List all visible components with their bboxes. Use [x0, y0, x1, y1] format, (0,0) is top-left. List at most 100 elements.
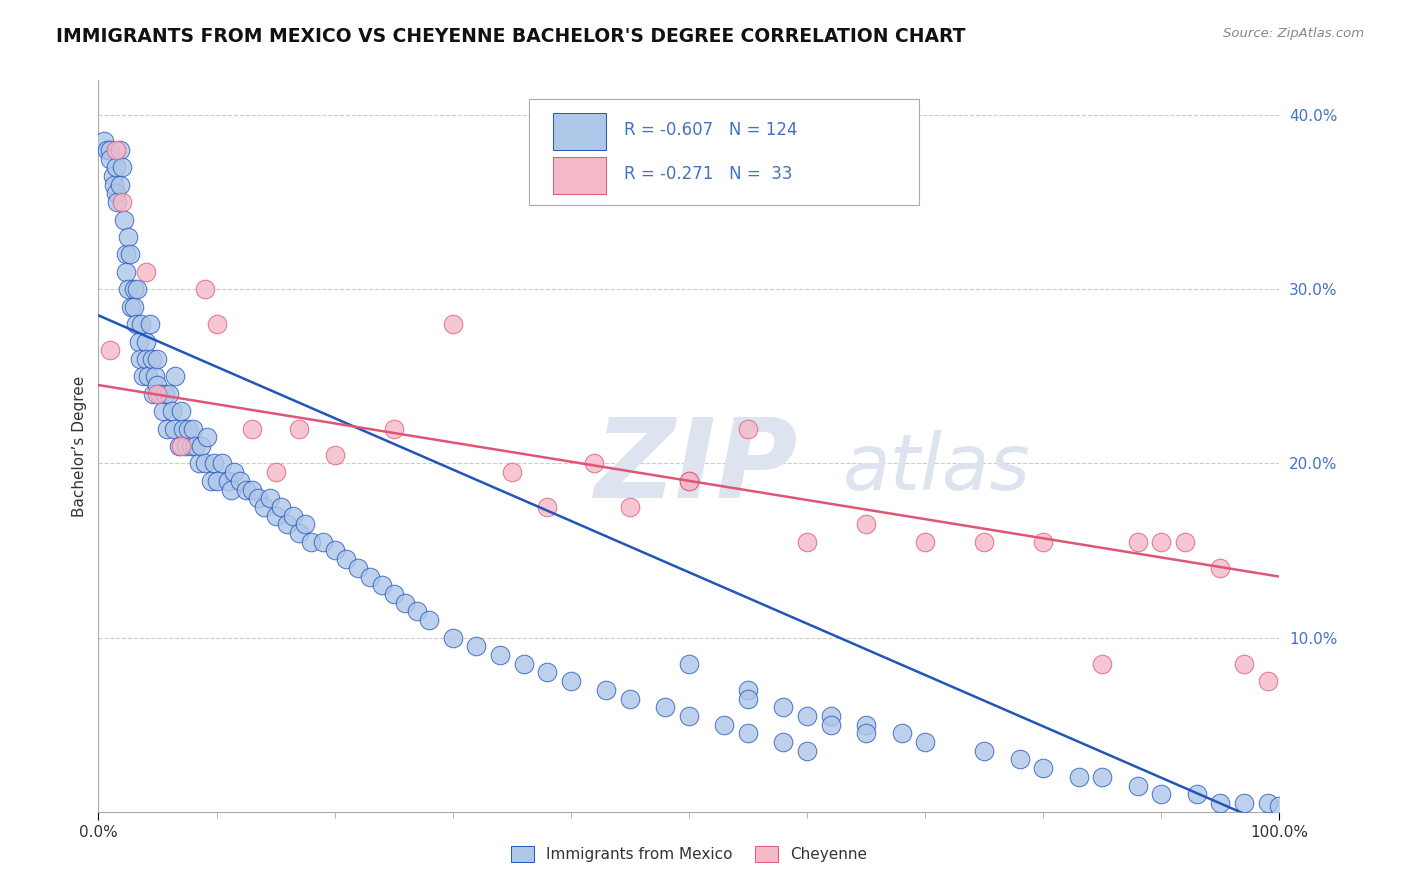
Point	[117, 230, 139, 244]
Point	[264, 465, 287, 479]
Point	[347, 561, 370, 575]
Point	[1150, 787, 1173, 801]
Point	[135, 351, 157, 366]
Point	[294, 517, 316, 532]
Point	[205, 474, 228, 488]
Point	[142, 386, 165, 401]
Point	[105, 143, 128, 157]
Point	[359, 569, 381, 583]
Point	[105, 186, 128, 201]
Bar	[553, 113, 606, 150]
Point	[127, 282, 149, 296]
Point	[820, 717, 842, 731]
Point	[1209, 561, 1232, 575]
Point	[160, 404, 183, 418]
Point	[128, 334, 150, 349]
Point	[1091, 657, 1114, 671]
Point	[96, 143, 118, 157]
Point	[217, 474, 239, 488]
Point	[1126, 779, 1149, 793]
Point	[1126, 534, 1149, 549]
Point	[136, 369, 159, 384]
Point	[259, 491, 281, 506]
Point	[135, 265, 157, 279]
Text: R = -0.607   N = 124: R = -0.607 N = 124	[624, 121, 797, 139]
Point	[855, 717, 877, 731]
Point	[1257, 796, 1279, 810]
Point	[283, 508, 305, 523]
Point	[101, 169, 124, 183]
Point	[141, 351, 163, 366]
Point	[1185, 787, 1208, 801]
Point	[114, 265, 136, 279]
Point	[128, 351, 150, 366]
Point	[200, 474, 222, 488]
Point	[270, 500, 292, 514]
Point	[382, 421, 405, 435]
Point	[737, 421, 759, 435]
Point	[98, 143, 121, 157]
Point	[560, 674, 582, 689]
Point	[163, 421, 186, 435]
Point	[489, 648, 512, 662]
Point	[1032, 534, 1054, 549]
Point	[465, 640, 488, 654]
Point	[1257, 674, 1279, 689]
Point	[583, 457, 606, 471]
Point	[678, 709, 700, 723]
Point	[288, 526, 311, 541]
Point	[156, 421, 179, 435]
Point	[125, 317, 148, 331]
Point	[108, 178, 131, 192]
Point	[202, 457, 225, 471]
Point	[382, 587, 405, 601]
Point	[855, 726, 877, 740]
Text: atlas: atlas	[842, 430, 1031, 506]
Point	[117, 282, 139, 296]
Point	[219, 483, 242, 497]
Point	[288, 421, 311, 435]
Point	[108, 143, 131, 157]
Point	[536, 500, 558, 514]
Point	[1032, 761, 1054, 775]
Point	[855, 517, 877, 532]
Text: Source: ZipAtlas.com: Source: ZipAtlas.com	[1223, 27, 1364, 40]
Point	[129, 317, 152, 331]
Point	[146, 378, 169, 392]
Bar	[553, 157, 606, 194]
Point	[914, 735, 936, 749]
Point	[93, 134, 115, 148]
Point	[170, 439, 193, 453]
Point	[737, 682, 759, 697]
Point	[678, 657, 700, 671]
Point	[1067, 770, 1090, 784]
Point	[139, 317, 162, 331]
Point	[146, 386, 169, 401]
Point	[501, 465, 523, 479]
Point	[229, 474, 252, 488]
Point	[253, 500, 276, 514]
Point	[111, 195, 134, 210]
Point	[323, 543, 346, 558]
Text: ZIP: ZIP	[595, 415, 799, 522]
Point	[1209, 796, 1232, 810]
Point	[1233, 657, 1256, 671]
Point	[143, 369, 166, 384]
Point	[1233, 796, 1256, 810]
Point	[240, 421, 263, 435]
Point	[122, 282, 145, 296]
FancyBboxPatch shape	[530, 99, 920, 204]
Point	[194, 282, 217, 296]
Point	[1174, 534, 1197, 549]
Point	[973, 534, 995, 549]
Point	[595, 682, 617, 697]
Point	[619, 500, 641, 514]
Point	[512, 657, 534, 671]
Point	[157, 386, 180, 401]
Point	[105, 161, 128, 175]
Point	[619, 691, 641, 706]
Point	[441, 631, 464, 645]
Point	[796, 744, 818, 758]
Point	[205, 317, 228, 331]
Point	[264, 508, 287, 523]
